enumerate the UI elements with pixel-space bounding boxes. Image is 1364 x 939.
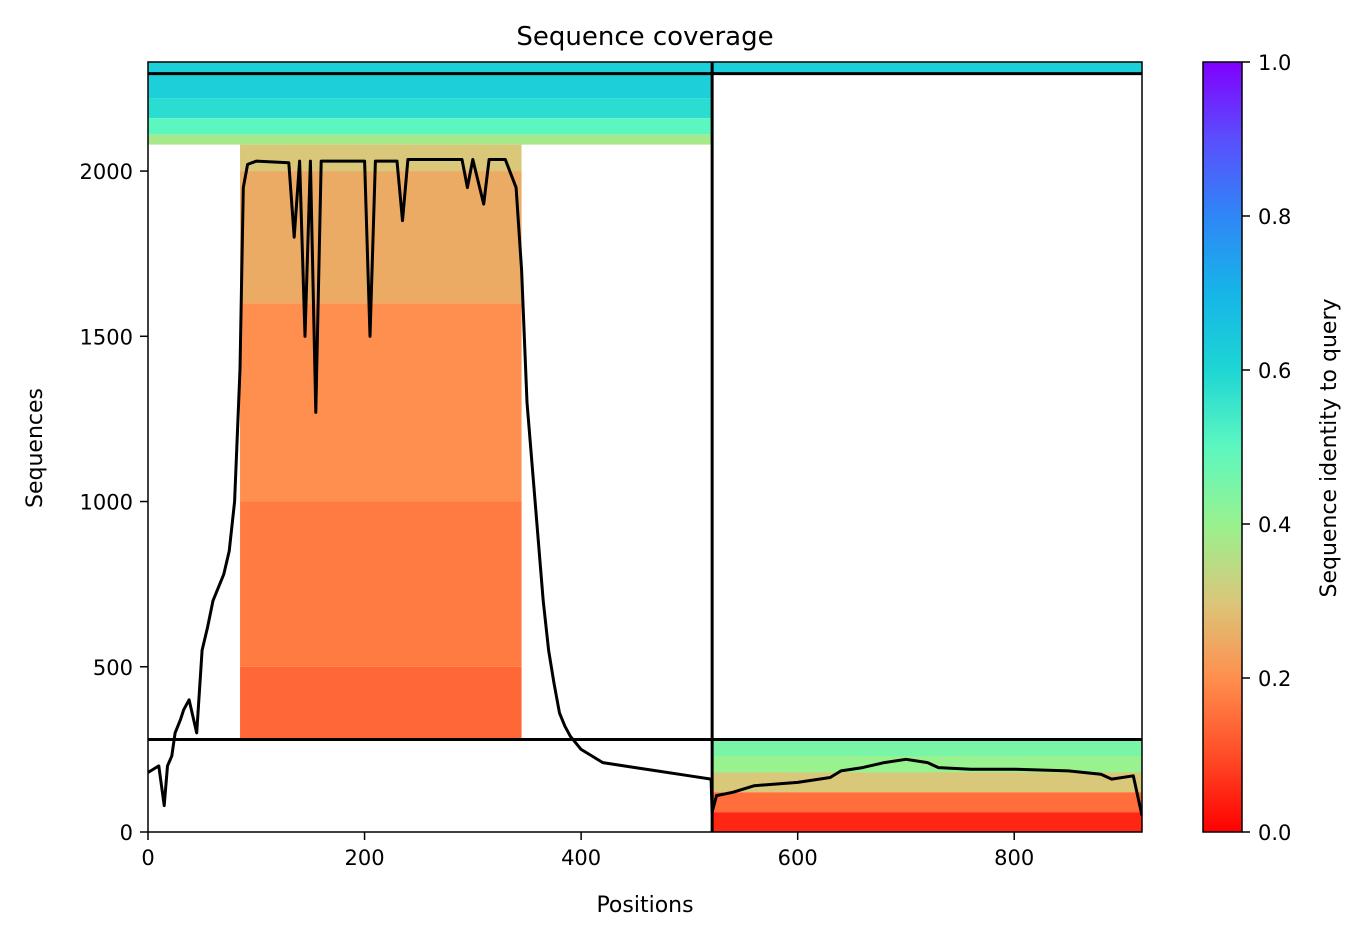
chart-title: Sequence coverage <box>516 22 773 52</box>
plot-area <box>148 62 1142 832</box>
colorbar-tick-label: 0.4 <box>1258 513 1291 537</box>
coverage-band <box>148 73 713 99</box>
coverage-band <box>240 501 522 667</box>
x-tick-label: 600 <box>778 846 818 870</box>
coverage-band <box>148 62 713 74</box>
coverage-band <box>240 303 522 502</box>
colorbar-ticks: 0.0 0.2 0.4 0.6 0.8 1.0 <box>1242 51 1291 845</box>
coverage-band <box>712 812 1142 832</box>
coverage-blocks <box>148 62 1142 832</box>
coverage-band <box>712 739 1142 756</box>
colorbar: 0.0 0.2 0.4 0.6 0.8 1.0 Sequence identity to … <box>1202 51 1342 845</box>
y-tick-label: 500 <box>93 656 133 680</box>
coverage-band <box>240 666 522 740</box>
coverage-band <box>712 62 1142 74</box>
y-axis-label: Sequences <box>23 388 48 508</box>
coverage-line <box>148 158 1142 816</box>
colorbar-tick-label: 0.6 <box>1258 359 1291 383</box>
coverage-band <box>148 98 713 119</box>
coverage-band <box>148 134 713 145</box>
chain-boundaries <box>148 62 1142 832</box>
y-tick-label: 0 <box>120 821 133 845</box>
coverage-band <box>240 171 522 304</box>
coverage-band <box>712 792 1142 813</box>
coverage-band <box>712 755 1142 773</box>
y-tick-label: 1000 <box>80 491 133 515</box>
x-tick-label: 0 <box>141 846 154 870</box>
colorbar-label: Sequence identity to query <box>1317 298 1342 597</box>
y-tick-label: 1500 <box>80 325 133 349</box>
x-axis-label: Positions <box>596 893 693 918</box>
plot-frame <box>147 61 1143 833</box>
y-tick-label: 2000 <box>80 160 133 184</box>
coverage-band <box>148 118 713 135</box>
colorbar-gradient <box>1202 61 1243 833</box>
coverage-band <box>712 772 1142 793</box>
colorbar-tick-label: 0.0 <box>1258 821 1291 845</box>
coverage-band <box>240 144 522 172</box>
x-tick-label: 400 <box>561 846 601 870</box>
colorbar-tick-label: 1.0 <box>1258 51 1291 75</box>
x-tick-label: 200 <box>345 846 385 870</box>
colorbar-tick-label: 0.2 <box>1258 667 1291 691</box>
colorbar-tick-label: 0.8 <box>1258 205 1291 229</box>
y-axis: 0 500 1000 1500 2000 <box>80 160 148 845</box>
x-axis: 0 200 400 600 800 <box>141 832 1034 870</box>
x-tick-label: 800 <box>994 846 1034 870</box>
